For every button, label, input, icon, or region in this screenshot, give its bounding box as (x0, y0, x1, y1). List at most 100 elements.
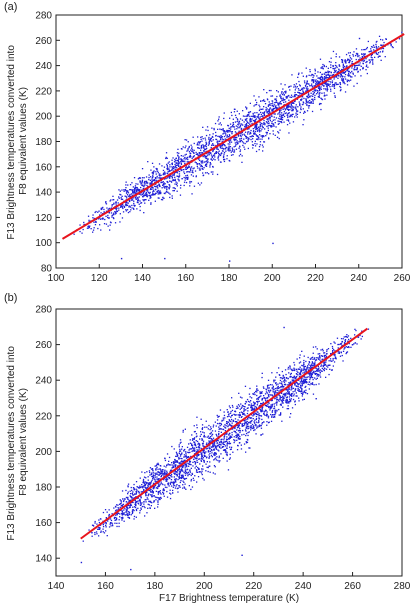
panel-a-point (115, 207, 117, 209)
panel-a-point (287, 106, 289, 108)
panel-b-point (290, 393, 293, 395)
panel-a-point (268, 109, 270, 112)
panel-a-point (245, 119, 247, 121)
panel-b-point (227, 414, 230, 416)
panel-b-point (206, 456, 208, 458)
panel-a-point (285, 92, 287, 94)
panel-a-point (311, 110, 314, 113)
panel-a-point (250, 138, 252, 141)
panel-a-point (293, 84, 295, 86)
panel-b-point (152, 492, 154, 494)
panel-a-point (334, 96, 336, 98)
panel-b-point (351, 344, 353, 346)
panel-a-point (279, 129, 281, 131)
panel-a-point (329, 76, 331, 78)
panel-b-point (179, 450, 182, 452)
panel-a-point (237, 134, 239, 136)
panel-a-point (284, 91, 286, 93)
panel-b-point (233, 413, 235, 415)
panel-b-point (307, 369, 310, 371)
panel-a-point (316, 75, 318, 77)
panel-b-point (288, 391, 290, 393)
panel-a-point (284, 112, 286, 115)
panel-a-point (313, 81, 315, 83)
panel-a-point (149, 179, 151, 181)
panel-a-point (252, 116, 254, 118)
panel-b-point (208, 424, 210, 427)
panel-a-point (269, 103, 271, 105)
panel-a-point (305, 87, 308, 89)
panel-a-point (305, 90, 307, 92)
panel-a-point (156, 184, 158, 187)
panel-a-point (368, 59, 370, 61)
panel-a-point (306, 86, 309, 88)
panel-a-point (298, 89, 300, 91)
panel-a-point (282, 99, 284, 101)
panel-a-point (258, 126, 260, 128)
panel-b-point (196, 459, 198, 461)
panel-b-point (146, 487, 149, 489)
panel-a-point (351, 67, 353, 69)
panel-a-point (354, 66, 356, 68)
panel-b-point (195, 451, 197, 453)
panel-a-point (281, 112, 283, 114)
panel-a-point (223, 117, 225, 120)
panel-b-point (290, 413, 292, 415)
panel-b-point (234, 427, 236, 429)
panel-a-point (338, 64, 340, 66)
panel-a-point (256, 124, 258, 126)
panel-a-point (233, 139, 235, 141)
panel-b-point (271, 387, 273, 389)
panel-a-point (131, 182, 133, 184)
panel-b-point (138, 491, 140, 493)
panel-b-point (188, 452, 190, 454)
panel-b-point (248, 431, 250, 433)
panel-a-point (332, 65, 334, 67)
panel-b-point (129, 505, 131, 507)
panel-b-point (174, 479, 176, 481)
panel-a-point (298, 84, 301, 86)
panel-b-point (102, 526, 105, 528)
panel-a-point (255, 99, 257, 101)
panel-b-point (195, 471, 198, 473)
panel-b-point (312, 371, 314, 373)
panel-b-point (93, 525, 95, 527)
panel-a-fit-line (61, 33, 405, 240)
panel-a-point (236, 128, 238, 130)
panel-a-point (145, 181, 147, 183)
panel-a-point (169, 170, 172, 172)
panel-a-point (261, 126, 264, 128)
panel-a-point (206, 147, 208, 149)
panel-a-point (120, 194, 122, 196)
panel-b-point (188, 449, 190, 451)
panel-b-point (325, 361, 327, 363)
panel-a-point (258, 117, 260, 119)
panel-b-point (282, 398, 284, 401)
panel-a-point (218, 123, 220, 125)
panel-a-point (187, 158, 189, 161)
panel-a-point (195, 153, 197, 155)
panel-b-point (319, 376, 322, 378)
panel-b-point (150, 505, 152, 507)
panel-b-point (128, 501, 130, 503)
panel-a-point (318, 86, 320, 88)
panel-a-point (273, 116, 275, 118)
panel-a-point (123, 189, 125, 191)
panel-a-point (344, 70, 347, 73)
panel-b-point (193, 461, 196, 463)
panel-a-point (149, 191, 151, 194)
panel-a-point (155, 177, 157, 179)
panel-b-point (183, 459, 185, 461)
panel-a-point (156, 190, 158, 193)
panel-b-point (320, 349, 322, 351)
panel-b-point (179, 448, 181, 451)
panel-a-y-tick-label: 160 (35, 162, 52, 173)
panel-b-point (204, 455, 207, 457)
panel-a-point (246, 117, 248, 120)
panel-a-point (249, 102, 251, 104)
panel-a-point (197, 167, 199, 169)
panel-a-point (190, 169, 192, 172)
panel-a-point (166, 163, 168, 166)
panel-a-point (187, 177, 189, 179)
panel-a-point (342, 80, 345, 82)
